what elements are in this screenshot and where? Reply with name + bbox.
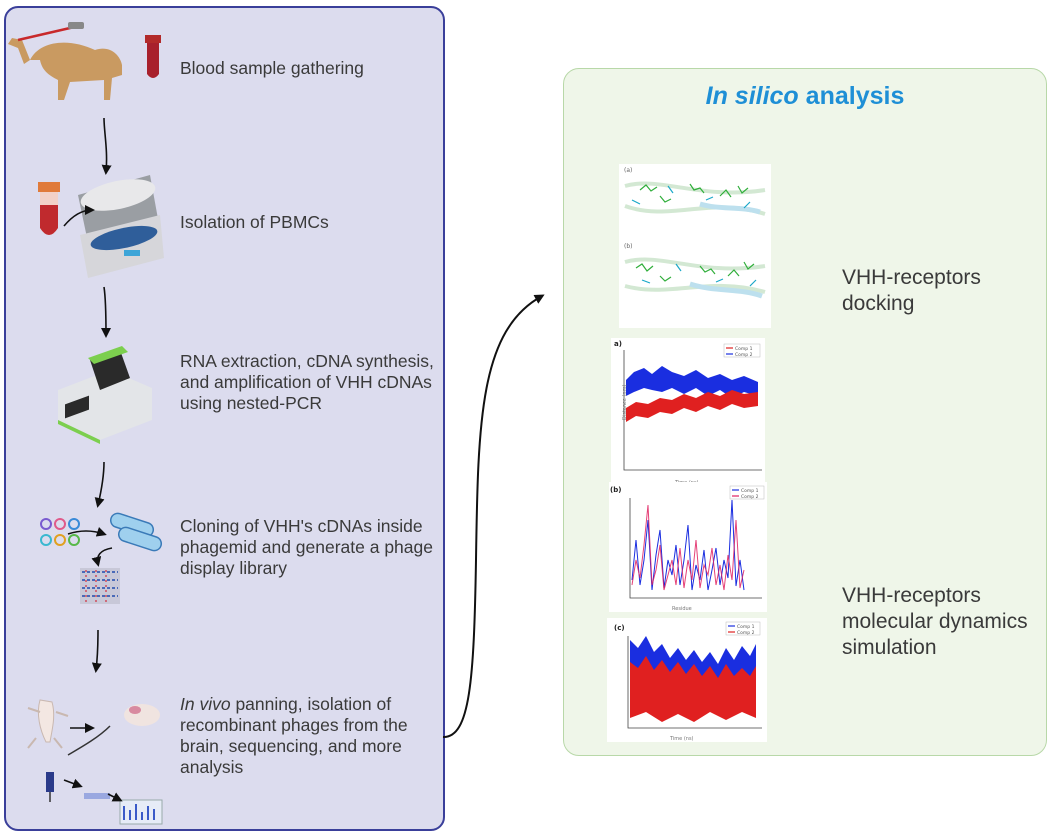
md-chart-a: a) Comp 1 Comp 2 Distance (nm) Time (ns)	[611, 338, 765, 488]
md-chart-b-panel: (b)	[610, 486, 621, 494]
syringe-icon	[46, 772, 54, 802]
md-chart-c-legend-2: Comp 2	[737, 630, 755, 636]
phage-library-icon	[80, 568, 120, 604]
md-chart-b: (b) Comp 1 Comp 2 Residue	[609, 482, 767, 612]
md-simulation-label: VHH-receptors molecular dynamics simulat…	[842, 584, 1028, 659]
step-rna-text: RNA extraction, cDNA synthesis, and ampl…	[180, 351, 434, 413]
centrifuge-icon	[78, 175, 164, 278]
step-pbmc-text: Isolation of PBMCs	[180, 212, 329, 232]
md-chart-a-legend-2: Comp 2	[735, 352, 753, 358]
md-chart-b-legend-1: Comp 1	[741, 488, 759, 494]
connector-arrow	[442, 294, 545, 739]
in-silico-title: In silico analysis	[705, 82, 905, 110]
docking-panel-a-label: (a)	[624, 167, 632, 174]
bacteria-icon	[109, 512, 163, 552]
step-blood-text: Blood sample gathering	[180, 58, 364, 78]
step-panning-text: In vivo panning, isolation of recombinan…	[180, 694, 408, 777]
md-chart-c-panel: (c)	[614, 624, 625, 632]
md-chart-c-legend-1: Comp 1	[737, 624, 755, 630]
mouse-injection-icon	[27, 699, 69, 749]
md-chart-a-legend-1: Comp 1	[735, 346, 753, 352]
docking-panel-b-label: (b)	[624, 243, 633, 250]
falcon-tube-icon	[38, 182, 60, 235]
docking-thumbnail: (a) (b)	[619, 164, 771, 328]
svg-text:Residue: Residue	[672, 606, 692, 612]
docking-label: VHH-receptors docking	[842, 266, 981, 315]
md-chart-c: (c) Comp 1 Comp 2 Time (ns)	[607, 618, 767, 742]
step-cloning-text: Cloning of VHH's cDNAs inside phagemid a…	[180, 516, 433, 578]
md-chart-a-panel: a)	[614, 340, 622, 348]
blood-tube-icon	[145, 35, 161, 78]
mouse-brain-icon	[67, 704, 160, 756]
pcr-machine-icon	[58, 346, 152, 444]
camel-illustration	[8, 22, 122, 100]
plasmid-icons	[40, 518, 80, 546]
md-chart-b-legend-2: Comp 2	[741, 494, 759, 500]
sequencing-gel-icon	[84, 793, 163, 825]
flow-arrows	[63, 117, 123, 802]
svg-text:Time (ns): Time (ns)	[669, 736, 694, 742]
svg-text:Distance (nm): Distance (nm)	[622, 385, 628, 420]
